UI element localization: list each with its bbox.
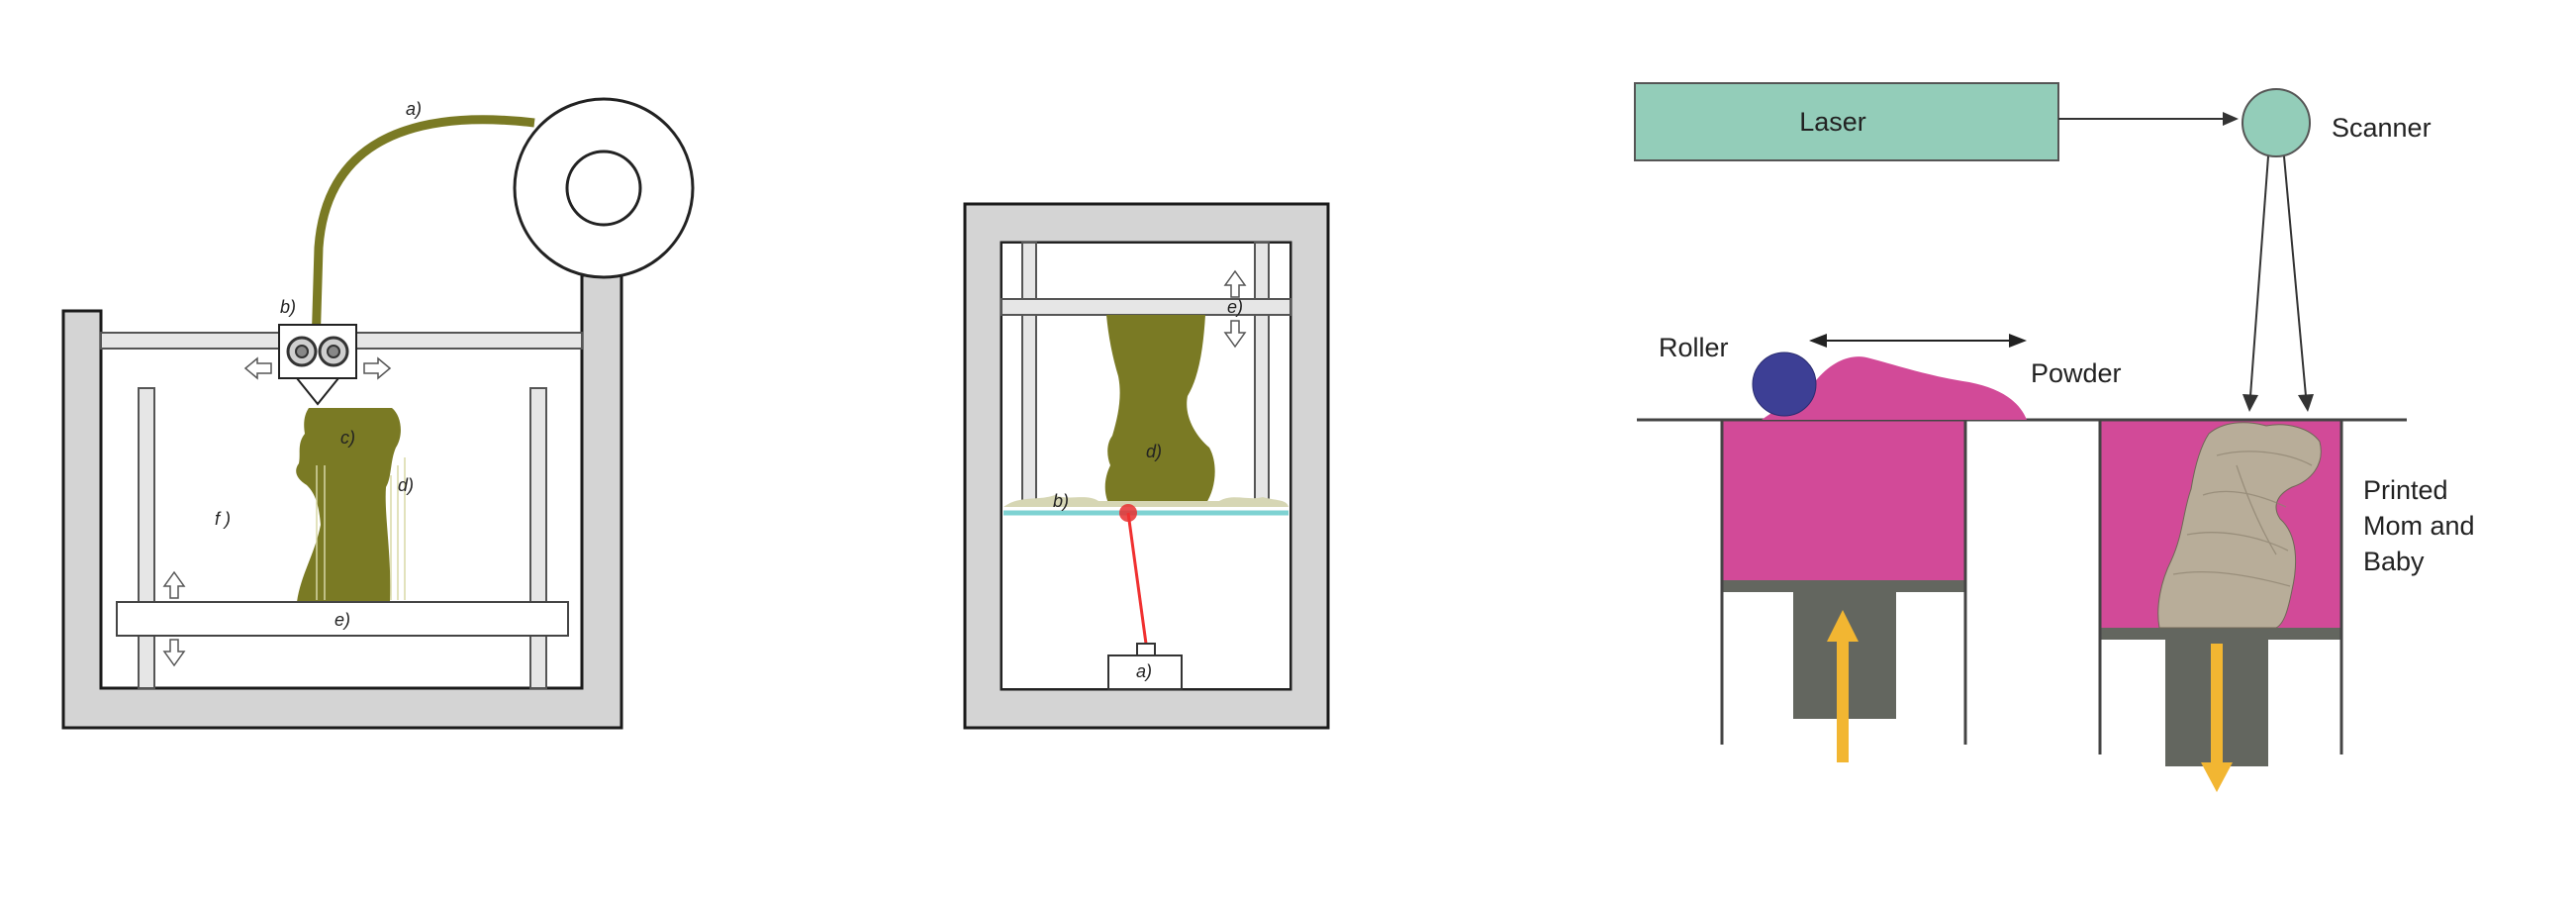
feed-up-arrow-head (1827, 610, 1859, 642)
fdm-label-b: b) (280, 297, 296, 317)
roller-motion-left-head (1809, 334, 1827, 348)
sls-diagram: Laser Scanner (1634, 82, 2475, 792)
sla-label-d: d) (1146, 442, 1162, 461)
printed-object-layers (2172, 451, 2313, 587)
roller-label: Roller (1659, 333, 1729, 362)
fdm-label-a: a) (406, 99, 422, 119)
fdm-diagram: a) b) c) d) e) f ) (61, 97, 695, 730)
roller-motion-right-head (2009, 334, 2027, 348)
roller (1752, 352, 1817, 417)
sla-laser-beam (1126, 512, 1148, 645)
printed-mom-and-baby (2157, 422, 2322, 629)
plate-up-arrow (162, 570, 186, 599)
sla-resin-bed (1003, 495, 1288, 507)
powder-heap (1762, 356, 2027, 420)
sla-right-rod (1254, 242, 1270, 506)
feed-piston-plate (1722, 580, 1965, 592)
sla-printed-model (1104, 315, 1215, 507)
fdm-label-e: e) (334, 610, 350, 630)
fdm-build-plate (116, 601, 569, 637)
scanner-beam-right-head (2298, 394, 2314, 412)
scanner-beam-left-head (2242, 394, 2258, 412)
sla-diagram: a) b) d) e) (963, 202, 1330, 730)
support-strands (316, 457, 406, 600)
printed-label-line2: Mom and (2363, 511, 2475, 541)
sla-label-a: a) (1136, 661, 1152, 681)
sla-left-rod (1021, 242, 1037, 506)
fdm-right-rod (529, 387, 547, 689)
scanner-beam-right (2283, 155, 2307, 397)
fdm-left-rod (138, 387, 155, 689)
sla-label-b: b) (1053, 491, 1069, 511)
build-piston-plate (2100, 628, 2341, 640)
scanner (2242, 88, 2311, 157)
extruder-head (278, 324, 357, 406)
laser-label: Laser (1799, 107, 1866, 137)
scanner-beam-left (2249, 155, 2269, 397)
sla-platform-bar (1001, 298, 1291, 316)
sla-laser-source (1107, 654, 1183, 690)
printed-label-line1: Printed (2363, 475, 2448, 505)
filament (310, 115, 535, 382)
sla-label-e: e) (1227, 297, 1243, 317)
printed-label-line3: Baby (2363, 547, 2425, 576)
laser-to-scanner-arrowhead (2223, 112, 2239, 126)
sla-laser-nozzle (1136, 643, 1156, 656)
powder-label: Powder (2031, 358, 2122, 388)
plate-down-arrow (162, 639, 186, 667)
build-down-arrow-head (2201, 762, 2233, 792)
laser-box (1634, 82, 2059, 161)
extruder-right-arrow (363, 356, 392, 380)
extruder-left-arrow (243, 356, 272, 380)
fdm-label-c: c) (340, 428, 355, 448)
fdm-printed-model (296, 408, 401, 602)
sla-up-arrow (1223, 269, 1247, 298)
filament-spool-hub (565, 150, 642, 227)
fdm-label-f: f ) (215, 509, 231, 529)
powder-feed-chamber (1722, 420, 1965, 580)
sla-down-arrow (1223, 320, 1247, 349)
scanner-label: Scanner (2332, 113, 2432, 143)
fdm-label-d: d) (398, 475, 414, 495)
